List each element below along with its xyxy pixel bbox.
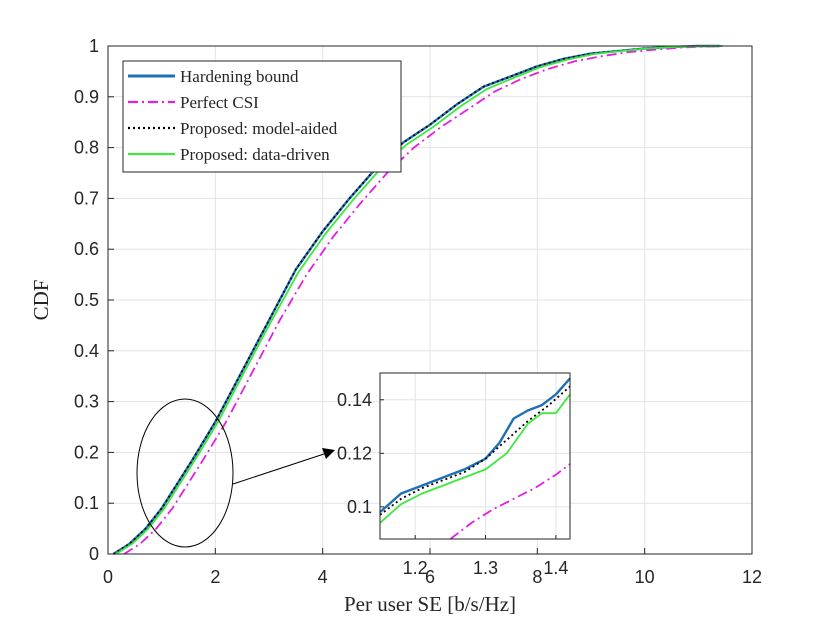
inset-x-tick-label: 1.2 [403, 558, 428, 578]
inset-series-line [379, 385, 571, 516]
inset-frame [379, 372, 571, 540]
x-tick-label: 12 [742, 567, 762, 587]
inset-y-tick-label: 0.1 [347, 497, 372, 517]
legend: Hardening bound Perfect CSI Proposed: mode… [122, 60, 402, 173]
x-tick-label: 2 [210, 567, 220, 587]
legend-label: Perfect CSI [180, 93, 259, 112]
y-tick-label: 0 [89, 544, 99, 564]
inset-series-line [449, 463, 571, 540]
inset-tick-layer: 1.2 1.3 1.4 0.1 0.12 0.14 [337, 390, 568, 578]
zoom-arrowhead [322, 448, 335, 459]
zoom-ellipse [136, 398, 234, 548]
y-tick-label: 0.7 [74, 188, 99, 208]
y-tick-label: 0.6 [74, 239, 99, 259]
inset-y-tick-label: 0.12 [337, 443, 372, 463]
y-tick-label: 0.9 [74, 87, 99, 107]
y-tick-label: 0.1 [74, 493, 99, 513]
x-tick-label: 0 [103, 567, 113, 587]
legend-label: Proposed: model-aided [180, 119, 338, 138]
y-tick-label: 0.4 [74, 341, 99, 361]
inset-grid-layer [380, 373, 570, 539]
inset-axes: 1.2 1.3 1.4 0.1 0.12 0.14 [337, 372, 571, 578]
x-axis-label: Per user SE [b/s/Hz] [344, 592, 516, 616]
legend-label: Proposed: data-driven [180, 145, 330, 164]
x-tick-label: 6 [425, 567, 435, 587]
y-tick-label: 0.5 [74, 290, 99, 310]
inset-series-line [379, 377, 571, 514]
y-tick-label: 0.3 [74, 392, 99, 412]
y-tick-label: 0.8 [74, 138, 99, 158]
inset-x-tick-label: 1.3 [473, 558, 498, 578]
inset-x-tick-label: 1.4 [543, 558, 568, 578]
y-tick-label: 1 [89, 36, 99, 56]
legend-label: Hardening bound [180, 67, 299, 86]
x-tick-label: 4 [318, 567, 328, 587]
inset-y-tick-label: 0.14 [337, 390, 372, 410]
x-tick-label: 10 [635, 567, 655, 587]
tick-layer: 0 2 4 6 8 10 12 0 0.1 0.2 0.3 0.4 0.5 0.6 0.7 0.8 0.9 1 [74, 36, 762, 587]
inset-series-layer [379, 377, 571, 540]
y-axis-label: CDF [29, 280, 53, 321]
x-tick-label: 8 [532, 567, 542, 587]
y-tick-label: 0.2 [74, 442, 99, 462]
inset-series-line [379, 393, 571, 524]
zoom-arrow-line [232, 451, 331, 485]
inset-plot-area [380, 373, 570, 539]
